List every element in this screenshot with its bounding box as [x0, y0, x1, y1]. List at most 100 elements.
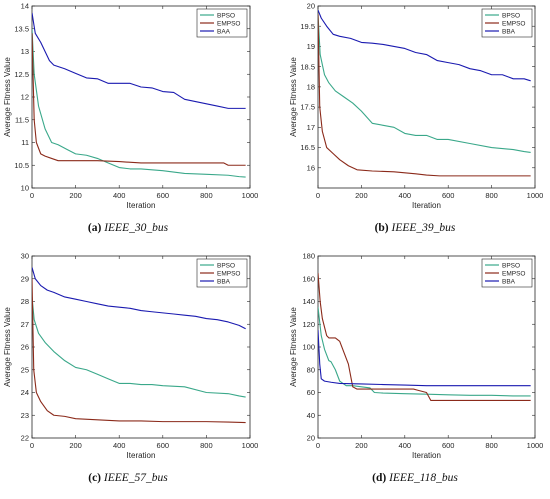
y-tick-label: 12.5: [14, 70, 29, 79]
x-tick-label: 800: [485, 441, 498, 450]
legend-entry: BPSO: [217, 12, 235, 19]
x-tick-label: 1000: [527, 191, 544, 200]
y-tick-label: 19.5: [300, 22, 315, 31]
x-tick-label: 600: [442, 441, 455, 450]
y-axis-label: Average Fitness Value: [3, 57, 12, 137]
caption-title: IEEE_57_bus: [103, 472, 168, 484]
y-tick-label: 19: [307, 42, 315, 51]
x-axis-label: Iteration: [412, 451, 441, 460]
x-axis-label: Iteration: [412, 201, 441, 210]
series-line-bpso: [318, 307, 531, 397]
legend-entry: BAA: [217, 28, 231, 35]
y-tick-label: 24: [21, 388, 29, 397]
legend-entry: EMPSO: [502, 270, 525, 277]
panel-caption: (d) IEEE_118_bus: [372, 472, 458, 484]
legend-entry: BPSO: [502, 12, 520, 19]
legend-entry: EMPSO: [217, 270, 240, 277]
series-line-bpso: [32, 28, 246, 178]
x-tick-label: 1000: [242, 441, 259, 450]
legend-entry: BPSO: [217, 262, 235, 269]
x-axis-label: Iteration: [127, 451, 156, 460]
legend-entry: BBA: [502, 278, 516, 285]
x-tick-label: 400: [113, 191, 126, 200]
y-tick-label: 17.5: [300, 103, 315, 112]
y-tick-label: 18: [307, 82, 315, 91]
y-tick-label: 14: [21, 2, 29, 11]
y-tick-label: 180: [302, 252, 315, 261]
x-tick-label: 0: [316, 441, 320, 450]
x-tick-label: 600: [442, 191, 455, 200]
legend-entry: BPSO: [502, 262, 520, 269]
legend-entry: EMPSO: [502, 20, 525, 27]
y-tick-label: 29: [21, 274, 29, 283]
chart-panel-3: 0 200 400 600 800 1000 22 23 24 25 26 27 28 29 30 Itera…: [3, 252, 258, 484]
y-tick-label: 25: [21, 365, 29, 374]
caption-letter: (b): [375, 222, 392, 234]
y-tick-label: 12: [21, 93, 29, 102]
y-tick-label: 10.5: [14, 161, 29, 170]
y-axis-label: Average Fitness Value: [289, 307, 298, 387]
y-tick-label: 27: [21, 320, 29, 329]
x-tick-label: 0: [316, 191, 320, 200]
x-tick-label: 400: [113, 441, 126, 450]
series-line-bba: [318, 9, 531, 82]
panel-caption: (a) IEEE_30_bus: [88, 222, 169, 234]
chart-panel-2: 0 200 400 600 800 1000 16 16.5 17 17.5 18 18.5 19 19.…: [289, 2, 543, 234]
y-tick-label: 17: [307, 123, 315, 132]
series-line-empso: [32, 278, 246, 424]
series-line-baa: [32, 12, 246, 109]
caption-title: IEEE_118_bus: [388, 472, 458, 484]
x-tick-label: 400: [399, 441, 412, 450]
y-tick-label: 28: [21, 297, 29, 306]
y-tick-label: 22: [21, 434, 29, 443]
x-tick-label: 600: [157, 441, 170, 450]
x-tick-label: 800: [200, 191, 213, 200]
y-tick-label: 11: [21, 138, 29, 147]
x-tick-label: 800: [485, 191, 498, 200]
y-tick-label: 26: [21, 343, 29, 352]
y-tick-label: 10: [21, 184, 29, 193]
x-tick-label: 800: [200, 441, 213, 450]
legend-entry: BBA: [217, 278, 231, 285]
legend-entry: EMPSO: [217, 20, 240, 27]
series-line-bba: [32, 267, 246, 330]
y-tick-label: 18.5: [300, 62, 315, 71]
y-tick-label: 60: [307, 388, 315, 397]
x-tick-label: 600: [157, 191, 170, 200]
y-tick-label: 20: [307, 434, 315, 443]
x-tick-label: 200: [69, 191, 82, 200]
y-tick-label: 80: [307, 365, 315, 374]
y-tick-label: 100: [302, 343, 315, 352]
x-axis-label: Iteration: [127, 201, 156, 210]
x-tick-label: 200: [69, 441, 82, 450]
y-tick-label: 11.5: [15, 115, 29, 124]
x-tick-label: 0: [30, 441, 34, 450]
y-tick-label: 140: [302, 297, 315, 306]
caption-letter: (a): [88, 222, 104, 234]
y-axis-label: Average Fitness Value: [289, 57, 298, 137]
series-line-bpso: [318, 14, 531, 153]
y-tick-label: 16.5: [300, 143, 315, 152]
chart-panel-1: 0 200 400 600 800 1000 10 10.5 11 11.5 12 12.5 13 13.…: [3, 2, 258, 234]
series-line-empso: [318, 273, 531, 402]
panel-caption: (b) IEEE_39_bus: [375, 222, 456, 234]
panel-caption: (c) IEEE_57_bus: [88, 472, 168, 484]
x-tick-label: 200: [355, 441, 368, 450]
series-line-bpso: [32, 296, 246, 398]
y-tick-label: 120: [302, 320, 315, 329]
y-tick-label: 40: [307, 411, 315, 420]
y-tick-label: 23: [21, 411, 29, 420]
x-tick-label: 200: [355, 191, 368, 200]
y-tick-label: 13.5: [14, 24, 29, 33]
y-axis-label: Average Fitness Value: [3, 307, 12, 387]
y-tick-label: 20: [307, 2, 315, 11]
series-line-empso: [32, 33, 246, 166]
series-line-bba: [318, 329, 531, 387]
x-tick-label: 400: [399, 191, 412, 200]
caption-title: IEEE_30_bus: [103, 222, 168, 234]
y-tick-label: 13: [21, 47, 29, 56]
plot-area: [317, 5, 536, 189]
